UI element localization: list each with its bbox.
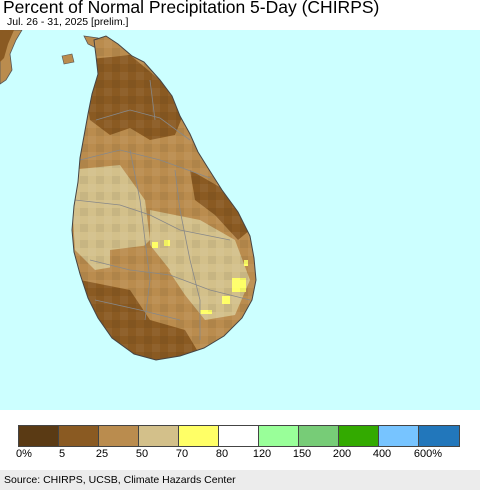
- legend-swatch: [299, 426, 339, 446]
- legend-label: 120: [252, 448, 272, 460]
- legend-label: 400: [372, 448, 392, 460]
- legend-label: 25: [95, 448, 109, 460]
- legend-labels: 0% 5 25 50 70 80 120 150 200 400 600%: [0, 448, 480, 462]
- district-boundaries: [74, 79, 251, 340]
- legend-swatch: [179, 426, 219, 446]
- legend-swatch: [139, 426, 179, 446]
- india-coast-dark: [0, 30, 14, 62]
- legend-swatch: [259, 426, 299, 446]
- legend-swatch: [59, 426, 99, 446]
- source-footer: Source: CHIRPS, UCSB, Climate Hazards Ce…: [0, 470, 480, 490]
- legend-swatch: [99, 426, 139, 446]
- source-text: Source: CHIRPS, UCSB, Climate Hazards Ce…: [4, 474, 236, 486]
- legend-swatch: [19, 426, 59, 446]
- legend-label: 150: [292, 448, 312, 460]
- legend-label: 80: [215, 448, 229, 460]
- legend-label: 50: [135, 448, 149, 460]
- date-subtitle: Jul. 26 - 31, 2025 [prelim.]: [7, 16, 129, 28]
- page-title: Percent of Normal Precipitation 5-Day (C…: [3, 0, 380, 17]
- legend-swatch: [219, 426, 259, 446]
- legend-label: 0%: [16, 448, 32, 460]
- sri-lanka-outline: [71, 35, 257, 361]
- legend-label: 200: [332, 448, 352, 460]
- island: [61, 53, 75, 65]
- legend-label: 600%: [413, 448, 443, 460]
- legend-colorbar: [18, 425, 460, 447]
- map-panel: [0, 30, 480, 410]
- legend-label: 5: [58, 448, 66, 460]
- legend-label: 70: [175, 448, 189, 460]
- sri-lanka-map: [0, 30, 257, 361]
- legend-swatch: [339, 426, 379, 446]
- legend-swatch: [379, 426, 419, 446]
- legend-swatch: [419, 426, 459, 446]
